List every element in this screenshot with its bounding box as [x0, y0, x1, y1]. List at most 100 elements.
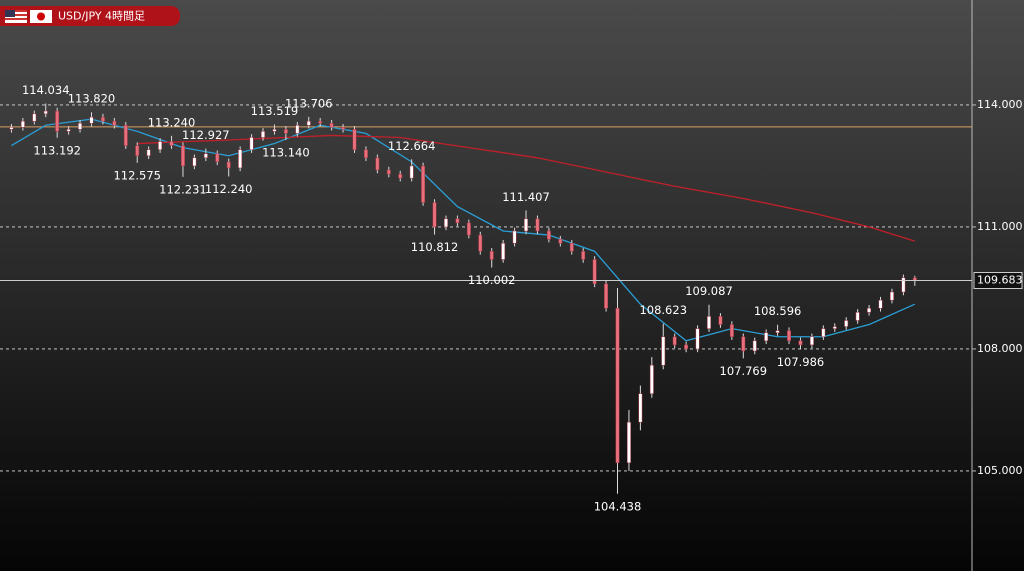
candle-body — [375, 157, 380, 171]
candle-body — [569, 242, 574, 252]
price-annotation: 113.240 — [148, 115, 196, 129]
candle-body — [352, 129, 357, 150]
candle-body — [89, 116, 94, 124]
candle-body — [455, 218, 460, 224]
candle-body — [489, 251, 494, 260]
candle-body — [112, 120, 117, 126]
price-annotation: 109.087 — [685, 284, 733, 298]
price-annotation: 112.231 — [159, 182, 207, 196]
candle-body — [272, 129, 277, 132]
candle-body — [867, 308, 872, 313]
price-annotation: 113.820 — [68, 92, 116, 106]
candle-body — [146, 149, 151, 157]
price-annotation: 112.575 — [113, 168, 161, 182]
candle-body — [32, 113, 37, 122]
candle-body — [649, 364, 654, 394]
candle-body — [478, 234, 483, 252]
candle-body — [581, 251, 586, 260]
y-tick-label: 111.000 — [977, 220, 1023, 233]
candle-body — [592, 259, 597, 285]
price-annotation: 113.140 — [262, 145, 310, 159]
candle-body — [672, 336, 677, 346]
candle-body — [638, 393, 643, 423]
candle-body — [203, 153, 208, 159]
candle-body — [718, 316, 723, 325]
candle-body — [558, 238, 563, 244]
price-annotation: 108.596 — [754, 304, 802, 318]
price-annotation: 112.927 — [182, 128, 230, 142]
candle-body — [66, 129, 71, 132]
price-annotation: 113.192 — [33, 143, 81, 157]
candle-body — [729, 324, 734, 337]
price-annotation: 104.438 — [594, 499, 642, 513]
candle-body — [363, 149, 368, 159]
chart-title: USD/JPY 4時間足 — [58, 10, 145, 23]
candle-body — [890, 291, 894, 301]
candle-body — [249, 137, 254, 150]
candle-body — [135, 145, 140, 157]
candle-body — [501, 242, 506, 260]
price-annotation: 107.986 — [777, 355, 825, 369]
candle-body — [809, 336, 814, 346]
candle-body — [684, 344, 689, 350]
last-price-box — [973, 271, 1023, 289]
candle-body — [100, 116, 105, 122]
candle-body — [512, 230, 517, 244]
candle-body — [215, 153, 220, 163]
candle-body — [901, 277, 906, 293]
candle-body — [329, 122, 334, 128]
candle-body — [261, 131, 265, 138]
plot-area: 105.000 108.000 111.000 114.000 109.683 114.0… — [0, 83, 1023, 513]
price-annotation: 114.034 — [22, 83, 70, 97]
price-annotation: 112.664 — [388, 139, 436, 153]
candle-body — [604, 283, 609, 309]
candle-body — [398, 173, 403, 179]
candle-body — [821, 328, 826, 337]
candle-body — [181, 145, 185, 167]
title-banner: USD/JPY 4時間足 — [0, 6, 180, 26]
candle-body — [524, 218, 528, 232]
candle-body — [192, 157, 197, 167]
candle-body — [615, 308, 620, 464]
price-annotation: 110.002 — [468, 273, 516, 287]
candle-body — [386, 169, 391, 175]
last-price-label: 109.683 — [977, 273, 1023, 286]
candle-body — [409, 165, 414, 179]
candle-body — [238, 149, 243, 169]
candle-body — [444, 218, 448, 228]
candle-body — [295, 125, 300, 134]
price-annotation: 110.812 — [411, 240, 459, 254]
y-tick-label: 105.000 — [977, 464, 1023, 477]
candle-body — [466, 222, 471, 236]
candle-body — [741, 336, 746, 352]
candle-body — [283, 129, 288, 134]
candle-body — [878, 299, 883, 309]
y-tick-label: 114.000 — [977, 98, 1023, 111]
moving-average-line — [137, 134, 916, 242]
candle-body — [341, 127, 346, 130]
moving-average-line — [11, 118, 916, 342]
candle-body — [844, 320, 849, 327]
price-annotation: 111.407 — [502, 190, 550, 204]
candle-body — [318, 120, 323, 124]
candle-body — [20, 120, 25, 128]
price-annotation: 108.623 — [639, 303, 687, 317]
candle-body — [661, 336, 666, 366]
price-annotation: 113.706 — [285, 96, 333, 110]
candle-body — [226, 161, 231, 169]
candle-body — [855, 312, 860, 321]
candle-body — [55, 110, 60, 132]
candle-body — [764, 332, 769, 342]
price-annotation: 107.769 — [720, 364, 768, 378]
price-annotation: 113.519 — [251, 104, 299, 118]
candle-body — [535, 218, 540, 232]
candle-body — [832, 326, 837, 329]
us-flag — [5, 10, 27, 23]
candle-body — [707, 316, 711, 329]
candle-body — [775, 330, 780, 333]
candle-body — [421, 165, 426, 203]
candle-body — [752, 340, 757, 352]
